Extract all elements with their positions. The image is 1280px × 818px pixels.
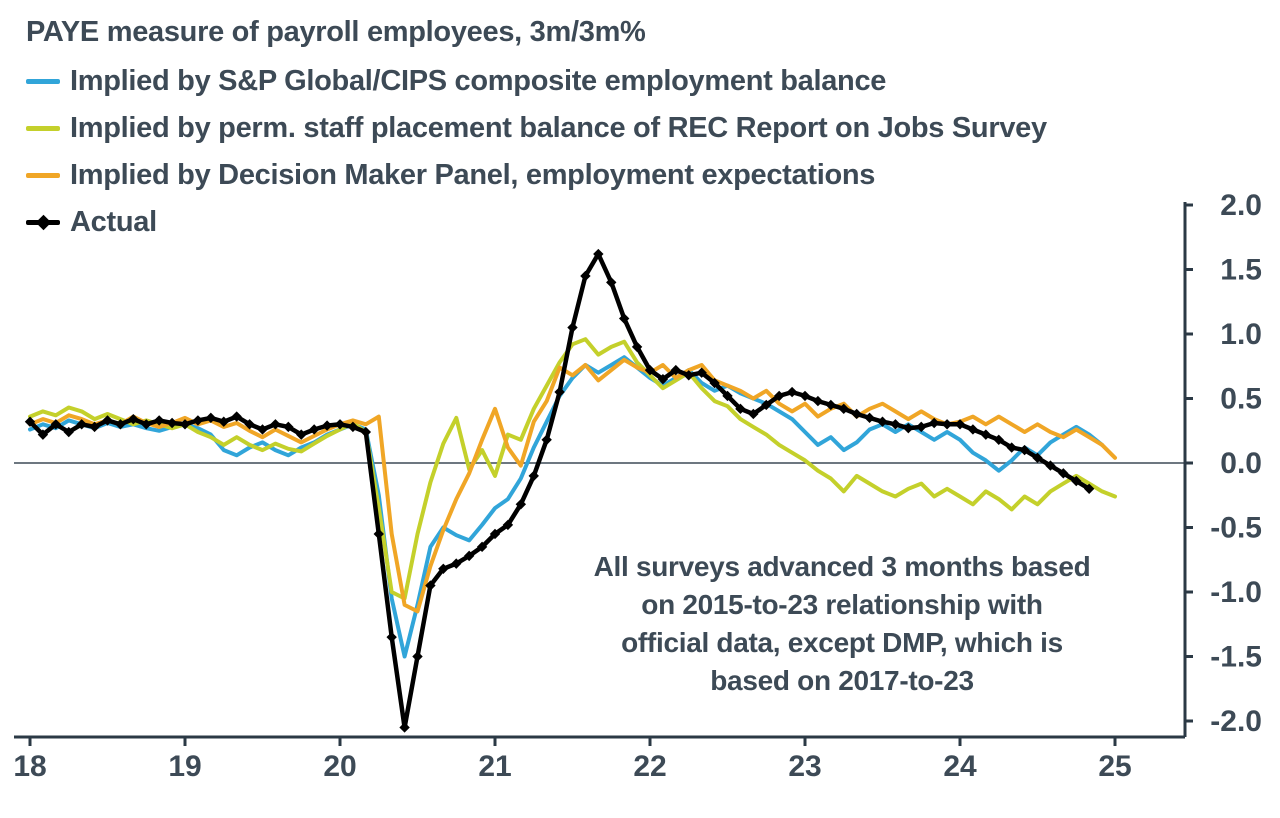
- legend-label-actual: Actual: [70, 206, 157, 238]
- y-axis-tick-label: -2.0: [1210, 705, 1262, 738]
- annotation-line-2: on 2015-to-23 relationship with: [641, 589, 1043, 620]
- x-axis-tick-label: 25: [1098, 750, 1131, 783]
- x-axis-tick-label: 18: [13, 750, 46, 783]
- legend-item-sp-cips: Implied by S&P Global/CIPS composite emp…: [26, 58, 1047, 105]
- chart-header: PAYE measure of payroll employees, 3m/3m…: [26, 12, 1047, 246]
- legend-swatch-rec-line-icon: [26, 126, 60, 131]
- y-axis-tick-label: -1.5: [1210, 641, 1262, 674]
- x-axis-tick-label: 22: [633, 750, 666, 783]
- legend-item-dmp: Implied by Decision Maker Panel, employm…: [26, 152, 1047, 199]
- x-axis-tick-label: 24: [943, 750, 977, 783]
- x-axis-tick-label: 19: [168, 750, 201, 783]
- legend-swatch-actual-line-icon: [26, 214, 60, 231]
- legend-label-sp-cips: Implied by S&P Global/CIPS composite emp…: [70, 65, 887, 97]
- x-axis-tick-label: 20: [323, 750, 356, 783]
- annotation-line-4: based on 2017-to-23: [710, 665, 974, 696]
- y-axis-tick-label: 0.0: [1220, 447, 1262, 480]
- legend: Implied by S&P Global/CIPS composite emp…: [26, 58, 1047, 246]
- x-axis-tick-label: 21: [478, 750, 511, 783]
- annotation-line-3: official data, except DMP, which is: [621, 627, 1063, 658]
- legend-label-dmp: Implied by Decision Maker Panel, employm…: [70, 159, 876, 191]
- diamond-marker-icon: [35, 214, 52, 231]
- legend-label-rec: Implied by perm. staff placement balance…: [70, 112, 1047, 144]
- x-axis-tick-label: 23: [788, 750, 821, 783]
- legend-item-actual: Actual: [26, 199, 1047, 246]
- annotation-line-1: All surveys advanced 3 months based: [593, 551, 1091, 582]
- annotation-note: All surveys advanced 3 months based on 2…: [552, 548, 1132, 700]
- y-axis-tick-label: -1.0: [1210, 576, 1262, 609]
- y-axis-tick-label: 0.5: [1220, 383, 1262, 416]
- legend-swatch-dmp-line-icon: [26, 173, 60, 178]
- legend-swatch-sp-cips-line-icon: [26, 79, 60, 84]
- y-axis-tick-label: -0.5: [1210, 512, 1262, 545]
- y-axis-tick-label: 2.0: [1220, 189, 1262, 222]
- chart-title: PAYE measure of payroll employees, 3m/3m…: [26, 16, 646, 48]
- y-axis-tick-label: 1.5: [1220, 254, 1262, 287]
- y-axis-tick-label: 1.0: [1220, 318, 1262, 351]
- legend-item-rec: Implied by perm. staff placement balance…: [26, 105, 1047, 152]
